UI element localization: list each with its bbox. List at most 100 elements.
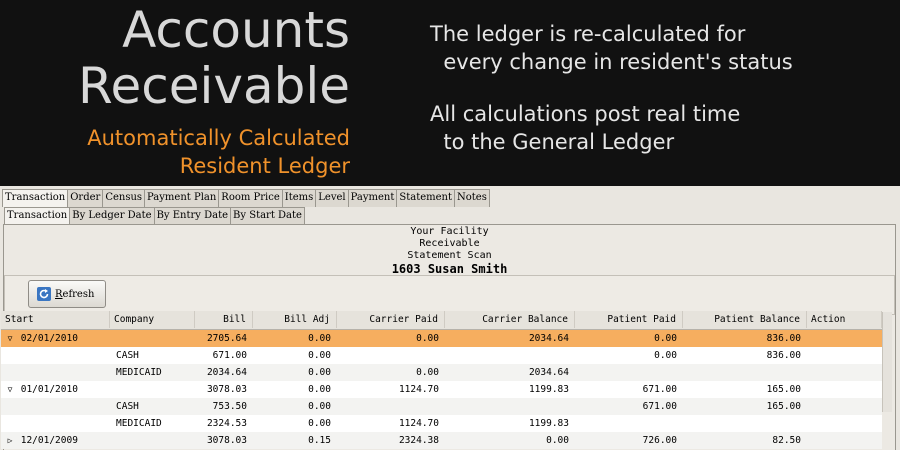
cell-bill: 3078.03 [206,435,247,446]
table-row[interactable]: ▷ 12/01/2009 3078.03 0.15 2324.38 0.00 726.00… [1,432,882,449]
banner-note-realtime: All calculations post real time to the G… [430,100,740,156]
banner-subtitle-line1: Automatically Calculated [87,126,350,150]
cell-action [807,432,882,449]
resident-name: 1603 Susan Smith [391,262,508,276]
refresh-label-rest: efresh [62,288,95,300]
banner-title-line1: Accounts [122,1,350,59]
cell-carrier-paid: 0.00 [416,367,439,378]
main-tab-bar: Transaction Order Census Payment Plan Room P… [2,189,490,207]
cell-start: ▽ 01/01/2010 [1,381,110,398]
cell-carrier-balance: 0.00 [546,435,569,446]
report-header: Your Facility Receivable Statement Scan … [4,226,895,276]
expand-down-icon[interactable]: ▽ [7,385,13,394]
cell-patient-balance: 836.00 [766,333,801,344]
column-header-patient-balance[interactable]: Patient Balance [683,311,807,328]
refresh-label: Refresh [55,289,94,300]
cell-carrier-balance [445,347,575,364]
column-header-start[interactable]: Start [1,311,110,328]
tab-items[interactable]: Items [281,189,317,207]
tab-transaction[interactable]: Transaction [2,189,69,207]
report-type: Receivable [419,238,480,249]
cell-patient-paid: 671.00 [642,401,677,412]
table-row[interactable]: ▽ 02/01/2010 2705.64 0.00 0.00 2034.64 0.00 83… [1,330,882,347]
column-header-company[interactable]: Company [110,311,195,328]
cell-patient-paid: 726.00 [642,435,677,446]
column-header-action[interactable]: Action [807,311,882,328]
cell-bill: 671.00 [212,350,247,361]
cell-company: CASH [116,401,139,412]
banner-note1-line1: The ledger is re-calculated for [430,22,746,46]
ledger-window: Transaction Order Census Payment Plan Room P… [0,186,900,450]
subtab-by-start-date[interactable]: By Start Date [230,207,305,225]
vertical-scrollbar[interactable] [882,312,892,412]
cell-company [110,330,195,347]
tab-level[interactable]: Level [315,189,349,207]
cell-patient-paid: 671.00 [642,384,677,395]
cell-carrier-paid: 1124.70 [398,384,439,395]
cell-company [110,381,195,398]
cell-carrier-paid [337,347,445,364]
column-header-patient-paid[interactable]: Patient Paid [575,311,683,328]
banner-note2-line1: All calculations post real time [430,102,741,126]
tab-census[interactable]: Census [102,189,146,207]
cell-action [807,364,882,381]
cell-patient-paid: 0.00 [654,333,677,344]
cell-carrier-paid: 2324.38 [398,435,439,446]
table-row[interactable]: CASH 671.00 0.00 0.00 836.00 [1,347,882,364]
report-scan: Statement Scan [407,250,492,261]
cell-bill-adj: 0.00 [308,367,331,378]
cell-action [807,347,882,364]
table-header: Start Company Bill Bill Adj Carrier Paid Carr… [1,311,882,330]
cell-carrier-paid [337,398,445,415]
cell-bill: 2705.64 [206,333,247,344]
cell-company: MEDICAID [116,418,162,429]
cell-start [1,364,110,381]
banner-title: Accounts Receivable [78,2,350,114]
tab-payment[interactable]: Payment [347,189,398,207]
banner-subtitle-line2: Resident Ledger [179,154,350,178]
cell-patient-paid: 0.00 [654,350,677,361]
tab-room-price[interactable]: Room Price [218,189,283,207]
subtab-by-entry-date[interactable]: By Entry Date [153,207,232,225]
subtab-transaction[interactable]: Transaction [4,207,71,225]
column-header-bill[interactable]: Bill [195,311,253,328]
table-row[interactable]: CASH 753.50 0.00 671.00 165.00 [1,398,882,415]
column-header-bill-adj[interactable]: Bill Adj [253,311,337,328]
cell-action [807,381,882,398]
subtab-by-ledger-date[interactable]: By Ledger Date [69,207,155,225]
table-row[interactable]: MEDICAID 2324.53 0.00 1124.70 1199.83 [1,415,882,432]
table-row[interactable]: ▽ 01/01/2010 3078.03 0.00 1124.70 1199.83 671… [1,381,882,398]
cell-bill-adj: 0.00 [308,350,331,361]
cell-carrier-balance: 2034.64 [528,367,569,378]
cell-bill-adj: 0.00 [308,384,331,395]
cell-bill: 3078.03 [206,384,247,395]
tab-statement[interactable]: Statement [396,189,455,207]
tab-notes[interactable]: Notes [454,189,490,207]
cell-bill-adj: 0.00 [308,418,331,429]
refresh-label-mnemonic: R [55,288,63,300]
cell-carrier-paid: 0.00 [416,333,439,344]
expand-down-icon[interactable]: ▽ [7,334,13,343]
tab-payment-plan[interactable]: Payment Plan [144,189,220,207]
column-header-carrier-balance[interactable]: Carrier Balance [445,311,575,328]
column-header-carrier-paid[interactable]: Carrier Paid [337,311,445,328]
banner-subtitle: Automatically Calculated Resident Ledger [87,124,350,180]
cell-company [110,432,195,449]
cell-company: MEDICAID [116,367,162,378]
cell-bill-adj: 0.00 [308,401,331,412]
tab-order[interactable]: Order [67,189,104,207]
table-row[interactable]: MEDICAID 2034.64 0.00 0.00 2034.64 [1,364,882,381]
cell-bill: 2324.53 [206,418,247,429]
cell-patient-paid [575,364,683,381]
cell-start [1,398,110,415]
toolbar: Refresh [4,275,895,315]
cell-bill-adj: 0.00 [308,333,331,344]
expand-right-icon[interactable]: ▷ [7,436,13,445]
cell-carrier-paid: 1124.70 [398,418,439,429]
cell-start [1,347,110,364]
cell-company: CASH [116,350,139,361]
cell-start: ▷ 12/01/2009 [1,432,110,449]
banner-note-recalculated: The ledger is re-calculated for every ch… [430,20,793,76]
refresh-button[interactable]: Refresh [28,280,106,308]
cell-carrier-balance [445,398,575,415]
